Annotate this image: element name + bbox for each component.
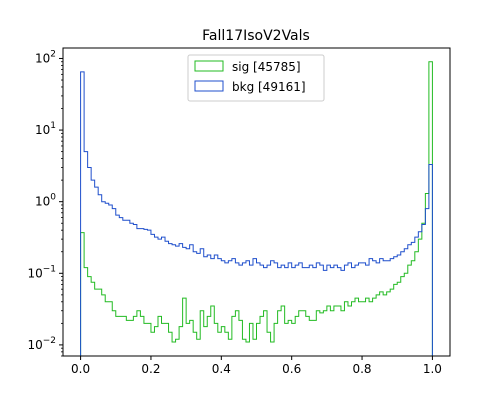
legend: sig [45785] bkg [49161] xyxy=(187,54,325,102)
x-tick-label: 0.4 xyxy=(212,362,231,376)
x-tick-label: 1.0 xyxy=(423,362,442,376)
x-tick-label: 0.8 xyxy=(352,362,371,376)
y-tick-label: 10−2 xyxy=(27,336,56,352)
x-tick-label: 0.6 xyxy=(282,362,301,376)
y-tick-label: 101 xyxy=(35,121,56,137)
legend-swatch-sig xyxy=(194,60,224,72)
chart-title: Fall17IsoV2Vals xyxy=(202,28,310,44)
series-bkg-histogram xyxy=(80,71,433,356)
x-tick-label: 0.2 xyxy=(141,362,160,376)
legend-label-bkg: bkg [49161] xyxy=(232,80,306,94)
x-tick-label: 0.0 xyxy=(71,362,90,376)
series-layer xyxy=(80,61,433,356)
series-sig-histogram xyxy=(80,61,433,356)
legend-box xyxy=(187,54,325,102)
y-tick-label: 100 xyxy=(35,193,56,209)
y-tick-label: 10−1 xyxy=(27,264,56,280)
y-tick-label: 102 xyxy=(35,49,56,65)
legend-swatch-bkg xyxy=(194,80,224,92)
legend-label-sig: sig [45785] xyxy=(232,60,301,74)
axes-layer: 0.0 0.2 0.4 0.6 0.8 1.0 10−2 10−1 100 101 102 xyxy=(27,49,442,376)
